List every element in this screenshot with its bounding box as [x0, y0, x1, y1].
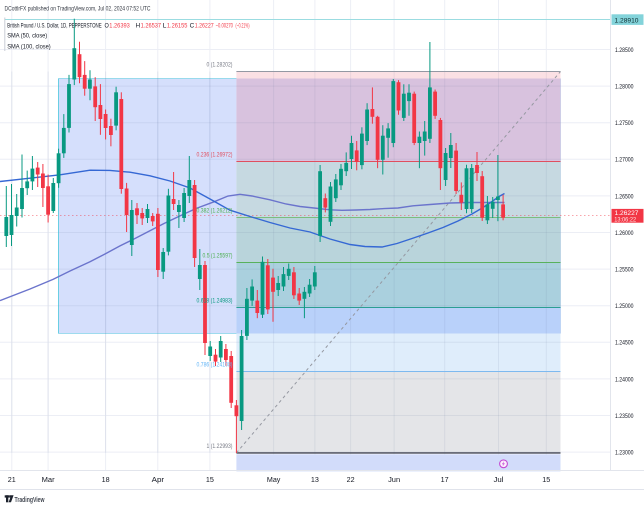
svg-text:L: L [163, 22, 167, 29]
svg-text:15: 15 [542, 477, 550, 484]
svg-text:1.26227: 1.26227 [615, 210, 639, 217]
svg-text:Apr: Apr [152, 477, 165, 484]
svg-text:1.26227: 1.26227 [195, 22, 214, 29]
svg-text:May: May [267, 477, 281, 484]
svg-text:0.786 (1.24108): 0.786 (1.24108) [197, 363, 233, 369]
svg-text:1.24500: 1.24500 [615, 340, 634, 347]
svg-text:(−0.21%): (−0.21%) [236, 22, 250, 29]
svg-text:1.24000: 1.24000 [615, 376, 634, 383]
svg-text:15: 15 [206, 477, 214, 484]
svg-text:DCottlrFX published on Trading: DCottlrFX published on TradingView.com, … [5, 6, 151, 13]
svg-text:0.382 (1.26212): 0.382 (1.26212) [197, 209, 233, 215]
svg-text:1.28000: 1.28000 [615, 84, 634, 91]
svg-text:1.27500: 1.27500 [615, 120, 634, 127]
svg-text:1.28500: 1.28500 [615, 47, 634, 54]
svg-text:18: 18 [102, 477, 110, 484]
svg-text:O: O [105, 22, 109, 29]
svg-text:1.25000: 1.25000 [615, 303, 634, 310]
svg-text:1.26537: 1.26537 [141, 22, 162, 29]
svg-text:1 (1.22993): 1 (1.22993) [207, 444, 233, 450]
svg-text:1.28910: 1.28910 [615, 17, 639, 24]
svg-text:1.26155: 1.26155 [167, 22, 188, 29]
svg-text:21: 21 [8, 477, 16, 484]
svg-text:13:06:22: 13:06:22 [614, 217, 637, 224]
svg-text:SMA (100, close): SMA (100, close) [7, 44, 51, 51]
svg-text:0.618 (1.24983): 0.618 (1.24983) [197, 299, 233, 305]
svg-text:SMA (50, close): SMA (50, close) [7, 33, 47, 40]
svg-text:1.26393: 1.26393 [109, 22, 130, 29]
svg-text:TradingView: TradingView [15, 497, 45, 504]
svg-text:1.26000: 1.26000 [615, 230, 634, 237]
svg-text:1.23000: 1.23000 [615, 450, 634, 457]
svg-text:0.5 (1.25597): 0.5 (1.25597) [203, 254, 233, 260]
svg-text:British Pound / U.S. Dollar, 1: British Pound / U.S. Dollar, 1D, PEPPERS… [7, 22, 102, 29]
svg-text:1.27000: 1.27000 [615, 157, 634, 164]
svg-text:1.23500: 1.23500 [615, 413, 634, 420]
svg-text:0 (1.28202): 0 (1.28202) [207, 63, 233, 69]
svg-text:17: 17 [441, 477, 449, 484]
svg-text:−0.00270: −0.00270 [216, 22, 234, 29]
svg-text:22: 22 [347, 477, 355, 484]
svg-text:C: C [190, 22, 195, 29]
svg-text:1.26500: 1.26500 [615, 193, 634, 200]
svg-text:Jul: Jul [494, 477, 505, 484]
svg-text:0.236 (1.26972): 0.236 (1.26972) [197, 153, 233, 159]
svg-text:H: H [136, 22, 141, 29]
svg-text:Jun: Jun [388, 477, 400, 484]
svg-text:Mar: Mar [42, 477, 56, 484]
svg-text:13: 13 [311, 477, 319, 484]
svg-text:1.25500: 1.25500 [615, 267, 634, 274]
